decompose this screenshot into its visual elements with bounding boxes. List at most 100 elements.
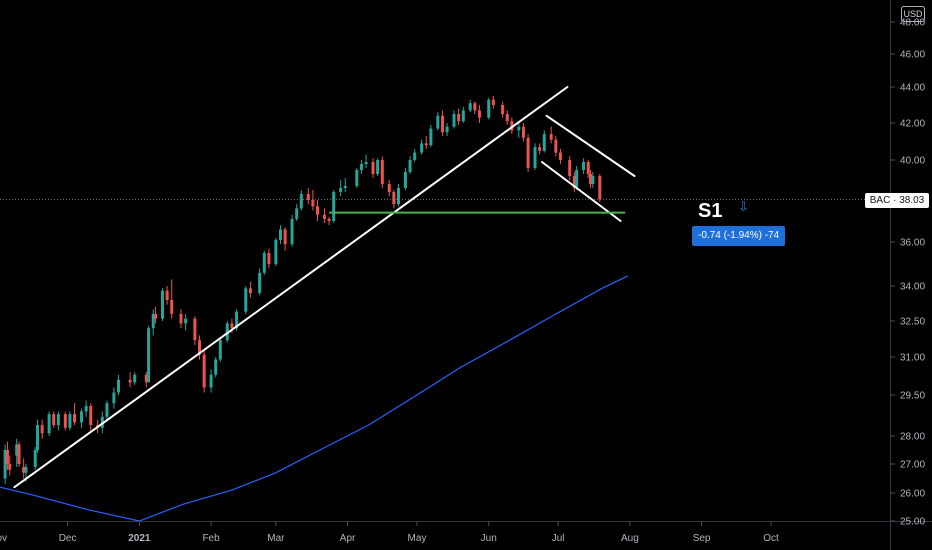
candle-body (316, 206, 320, 215)
moving-average-line (0, 275, 628, 522)
candle-body (151, 314, 155, 329)
candle (436, 112, 440, 131)
candle (214, 357, 218, 378)
candle (225, 321, 229, 343)
candle-body (52, 414, 56, 426)
candle (558, 148, 562, 164)
candle (306, 188, 310, 205)
candle-body (214, 359, 218, 375)
candle-body (290, 218, 294, 245)
candle (184, 314, 188, 331)
candle-body (517, 126, 521, 131)
candle (510, 117, 514, 135)
candle-body (582, 162, 586, 170)
candle (533, 143, 537, 170)
candle (457, 108, 461, 125)
candle (339, 180, 343, 196)
time-tick-label: Aug (621, 533, 639, 544)
candle (538, 143, 542, 155)
candle (521, 123, 525, 142)
currency-badge[interactable]: USD (901, 6, 925, 22)
candle-body (558, 152, 562, 160)
candle-body (22, 466, 26, 473)
candle-body (33, 450, 37, 467)
candle-body (267, 253, 271, 264)
candle (473, 101, 477, 114)
candle (376, 158, 380, 176)
candle (322, 208, 326, 224)
candle (56, 411, 60, 431)
candle (554, 135, 558, 157)
candle-body (84, 405, 88, 412)
candle (392, 190, 396, 209)
last-price-tag: BAC · 38.03 (865, 193, 929, 208)
candle (133, 372, 137, 385)
candle-body (457, 114, 461, 122)
candle-body (473, 103, 477, 111)
candle-body (244, 288, 248, 312)
candle (165, 286, 169, 305)
candle (36, 419, 40, 453)
candle-body (89, 405, 93, 426)
candle-body (278, 229, 282, 240)
candle (68, 411, 72, 431)
candle (387, 180, 391, 196)
candle-body (413, 152, 417, 160)
candle-body (327, 218, 331, 221)
time-tick-label: Jun (481, 533, 497, 544)
candle-body (283, 229, 287, 245)
candle (79, 408, 83, 428)
candle-body (198, 340, 201, 355)
candle-body (17, 444, 21, 464)
candle-body (538, 147, 542, 151)
candle-body (258, 272, 262, 293)
candle-body (73, 414, 77, 423)
price-tick-label: 31.00 (900, 353, 925, 364)
channel-lower-line (540, 161, 622, 222)
candle-body (332, 192, 336, 221)
candle-body (586, 162, 590, 174)
candle (244, 286, 248, 314)
price-tick-label: 28.00 (900, 432, 925, 443)
candle (248, 281, 252, 298)
candle (396, 184, 400, 207)
time-tick-label: May (408, 533, 427, 544)
candle (117, 374, 121, 395)
time-tick-label: Mar (267, 533, 285, 544)
candle-body (364, 162, 368, 164)
time-tick-label: Jul (552, 533, 565, 544)
candle (147, 325, 151, 383)
candle-body (339, 188, 343, 192)
candle (267, 248, 271, 269)
candle (549, 126, 553, 144)
candle (429, 124, 433, 148)
time-tick-label: Dec (59, 533, 77, 544)
candle (299, 190, 303, 211)
candle-body (468, 103, 472, 111)
candle (33, 447, 37, 470)
candle (526, 134, 530, 172)
candle-body (165, 290, 169, 300)
candle (316, 200, 320, 221)
candle (8, 455, 12, 476)
candle (47, 411, 51, 436)
candle-body (202, 354, 206, 388)
candle (218, 337, 222, 363)
candle-body (322, 214, 326, 219)
candle-body (79, 411, 83, 423)
candle (420, 139, 424, 155)
candle-body (230, 323, 234, 329)
candle-body (144, 374, 148, 383)
candle-body (147, 328, 151, 383)
candle (105, 400, 109, 420)
candle-body (235, 311, 239, 329)
candle-body (112, 392, 116, 404)
candle (371, 158, 375, 178)
candle (170, 279, 174, 319)
candle-body (5, 450, 9, 464)
candle-body (274, 239, 278, 264)
candle-body (554, 139, 558, 153)
candle (3, 444, 7, 485)
price-tick-label: 48.00 (900, 18, 925, 29)
